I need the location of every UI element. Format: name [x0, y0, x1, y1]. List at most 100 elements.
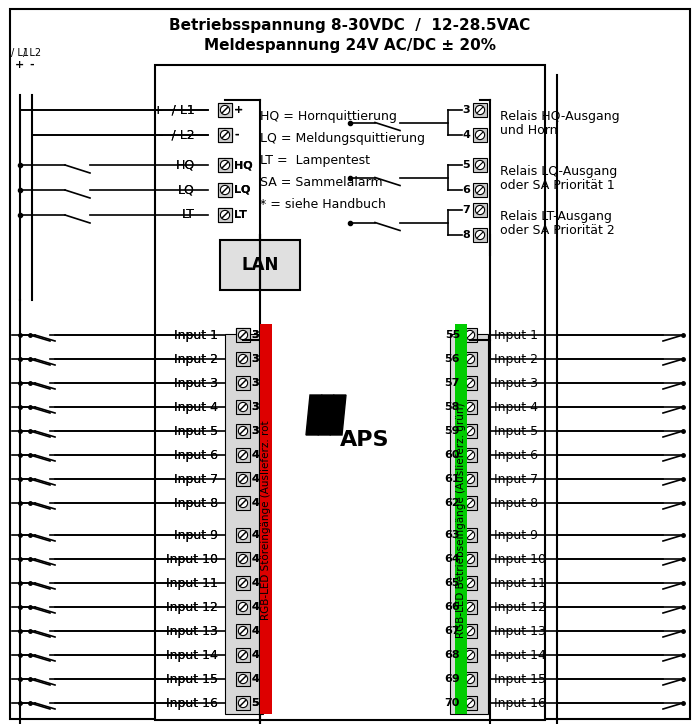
Bar	[455, 324, 467, 714]
Bar	[463, 672, 477, 686]
Bar	[236, 352, 250, 366]
Bar	[473, 128, 487, 142]
Text: RGB-LED Störeingänge (Auslieferz. rot: RGB-LED Störeingänge (Auslieferz. rot	[261, 420, 271, 620]
Text: oder SA Priorität 2: oder SA Priorität 2	[500, 224, 615, 237]
Circle shape	[239, 531, 248, 539]
Text: LT: LT	[234, 210, 247, 220]
Text: 3: 3	[463, 105, 470, 115]
Text: Input 2: Input 2	[174, 353, 218, 366]
Bar	[220, 240, 300, 290]
Text: Input 8: Input 8	[494, 497, 538, 510]
Circle shape	[466, 379, 475, 387]
Bar	[463, 552, 477, 566]
Circle shape	[239, 602, 248, 612]
Circle shape	[475, 206, 484, 214]
Circle shape	[239, 426, 248, 436]
Text: LQ: LQ	[178, 183, 195, 196]
Text: Input 8: Input 8	[174, 497, 218, 510]
Circle shape	[239, 674, 248, 683]
Text: Input 9: Input 9	[494, 529, 538, 542]
Text: 44: 44	[251, 554, 267, 564]
Text: +: +	[234, 105, 244, 115]
Circle shape	[239, 674, 248, 683]
Text: Input 7: Input 7	[174, 473, 218, 486]
Circle shape	[239, 403, 248, 412]
Text: 67: 67	[444, 626, 460, 636]
Text: Input 15: Input 15	[166, 673, 218, 686]
Polygon shape	[306, 395, 322, 435]
Bar	[236, 328, 250, 342]
Text: 59: 59	[444, 426, 460, 436]
Bar	[463, 352, 477, 366]
Circle shape	[466, 450, 475, 460]
Text: Relais HQ-Ausgang: Relais HQ-Ausgang	[500, 110, 620, 123]
Text: 50: 50	[251, 698, 266, 708]
Text: 37: 37	[251, 378, 267, 388]
Text: Relais LT-Ausgang: Relais LT-Ausgang	[500, 210, 612, 223]
Circle shape	[239, 354, 248, 363]
Circle shape	[239, 450, 248, 460]
Bar	[463, 424, 477, 438]
Circle shape	[475, 230, 484, 240]
Circle shape	[475, 130, 484, 140]
Bar	[155, 65, 545, 720]
Text: Input 16: Input 16	[494, 696, 546, 710]
Circle shape	[239, 626, 248, 636]
Bar	[236, 448, 250, 462]
Bar	[218, 103, 232, 117]
Text: Input 3: Input 3	[494, 376, 538, 390]
Text: 49: 49	[251, 674, 267, 684]
Text: 57: 57	[444, 378, 460, 388]
Text: Input 14: Input 14	[494, 649, 546, 662]
Text: 49: 49	[251, 674, 267, 684]
Circle shape	[239, 354, 248, 363]
Text: Input 2: Input 2	[494, 353, 538, 366]
Text: Input 10: Input 10	[166, 552, 218, 565]
Text: Input 1: Input 1	[174, 329, 218, 342]
Circle shape	[220, 106, 230, 114]
Circle shape	[239, 650, 248, 660]
Circle shape	[220, 185, 230, 195]
Text: 46: 46	[251, 602, 267, 612]
Text: 36: 36	[251, 354, 267, 364]
Circle shape	[239, 699, 248, 707]
Bar	[218, 128, 232, 142]
Text: 66: 66	[444, 602, 460, 612]
Circle shape	[466, 426, 475, 436]
Text: +: +	[15, 60, 24, 70]
Bar	[236, 528, 250, 542]
Text: 45: 45	[251, 578, 267, 588]
Text: -  / L2: - / L2	[160, 128, 195, 141]
Text: LT: LT	[182, 209, 195, 222]
Circle shape	[466, 330, 475, 340]
Text: Input 9: Input 9	[174, 529, 218, 542]
Text: Relais LQ-Ausgang: Relais LQ-Ausgang	[500, 165, 617, 178]
Text: LQ = Meldungsquittierung: LQ = Meldungsquittierung	[260, 132, 425, 145]
Circle shape	[466, 578, 475, 588]
Text: Input 13: Input 13	[166, 625, 218, 638]
Circle shape	[239, 379, 248, 387]
Circle shape	[239, 474, 248, 484]
Circle shape	[220, 161, 230, 169]
Text: LT: LT	[182, 209, 195, 222]
Circle shape	[239, 650, 248, 660]
Bar	[473, 103, 487, 117]
Circle shape	[475, 185, 484, 195]
Text: Input 12: Input 12	[166, 600, 218, 613]
Circle shape	[239, 626, 248, 636]
Bar	[236, 400, 250, 414]
Bar	[463, 576, 477, 590]
Text: +  / L1: + / L1	[153, 104, 195, 117]
Bar	[236, 400, 250, 414]
Bar	[473, 203, 487, 217]
Bar	[463, 328, 477, 342]
Bar	[260, 324, 272, 714]
Bar	[463, 472, 477, 486]
Text: 43: 43	[251, 530, 267, 540]
Bar	[450, 102, 510, 143]
Text: Input 13: Input 13	[494, 625, 546, 638]
Circle shape	[220, 130, 230, 140]
Text: * = siehe Handbuch: * = siehe Handbuch	[260, 198, 386, 211]
Circle shape	[239, 450, 248, 460]
Text: Input 6: Input 6	[494, 448, 538, 461]
